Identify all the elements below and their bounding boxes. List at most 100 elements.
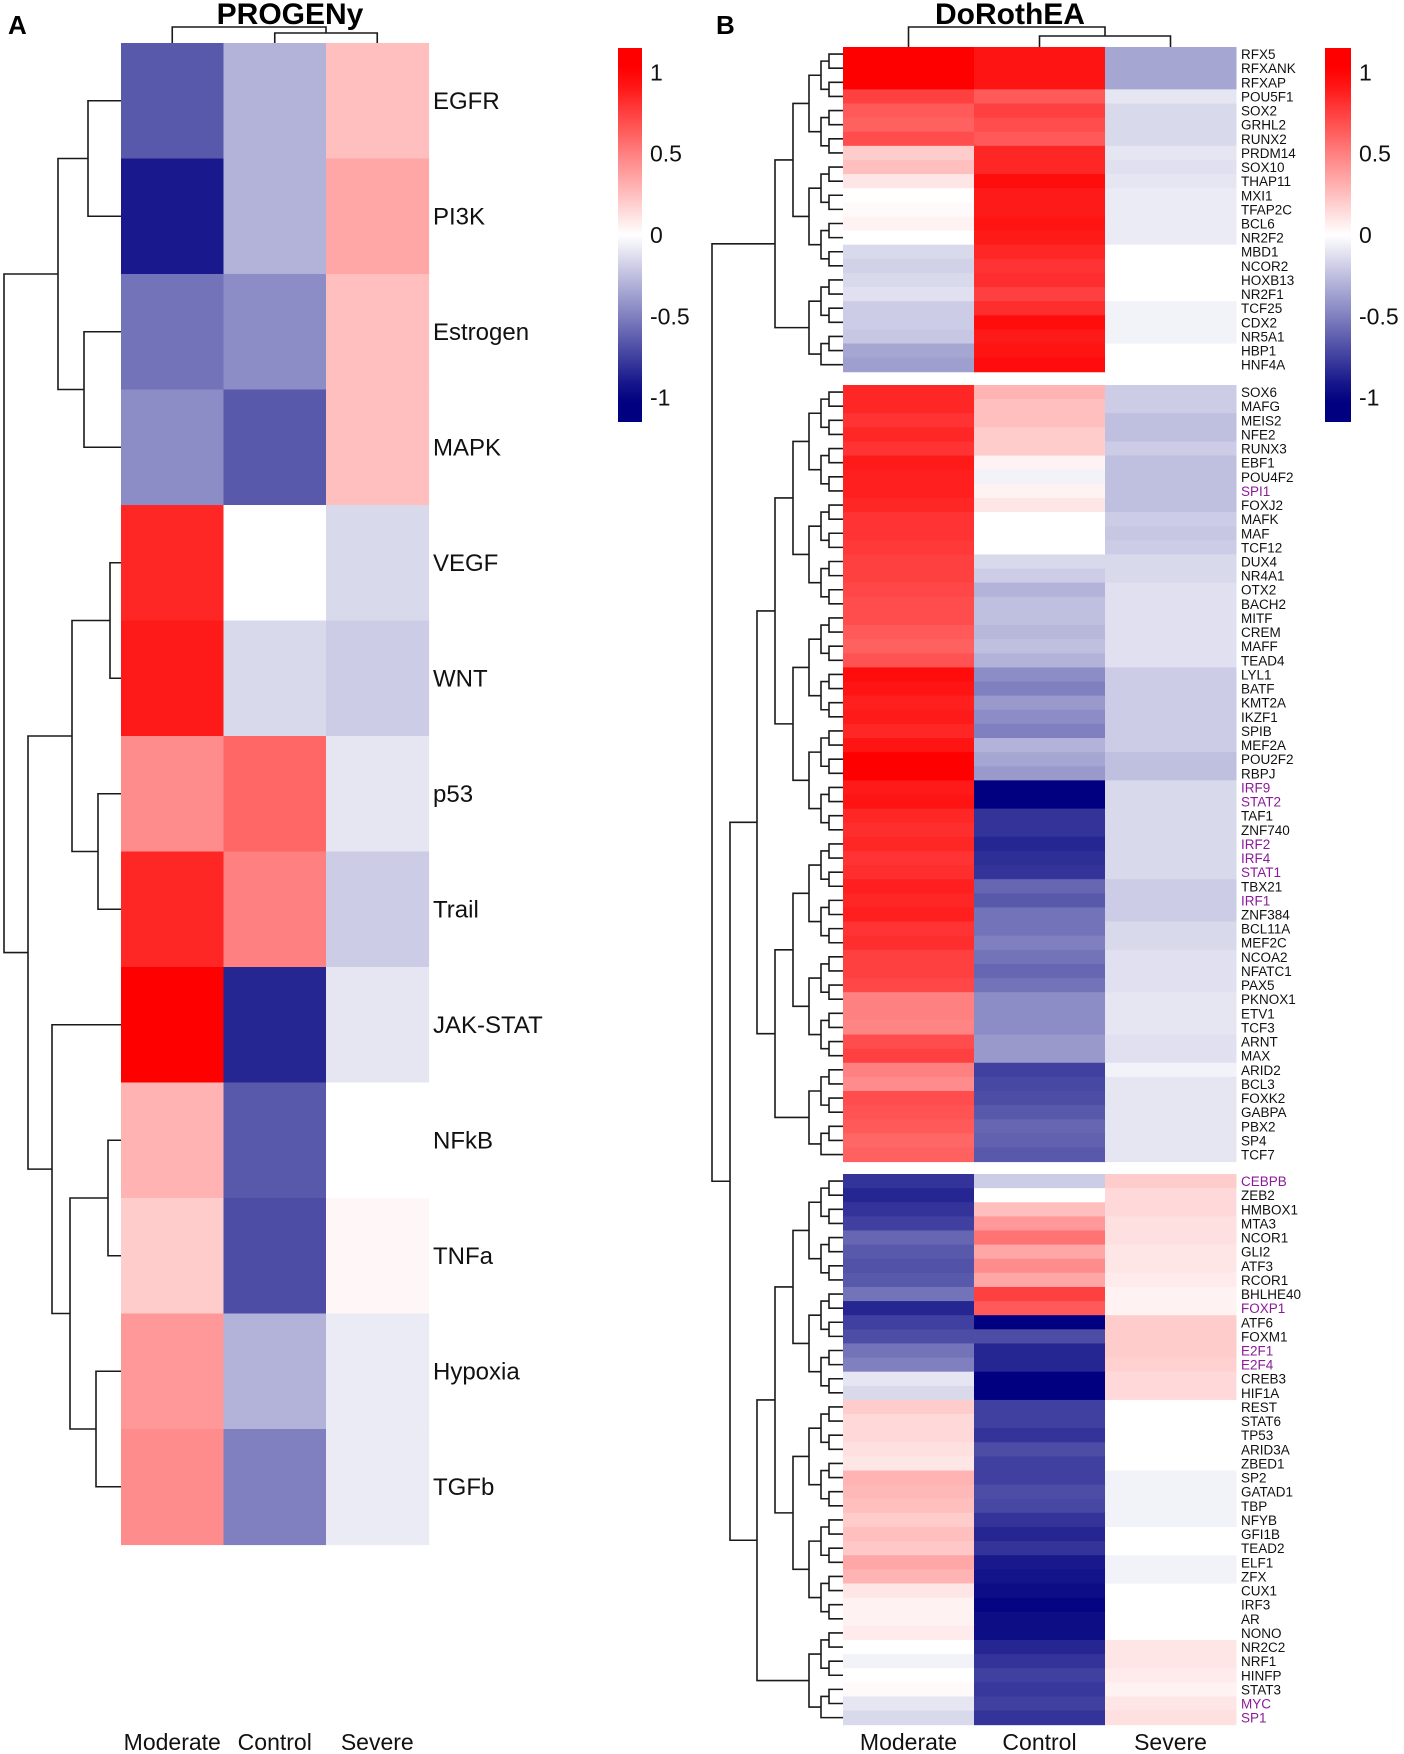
- dorothea-row-dendrogram-branch: [828, 730, 843, 746]
- dorothea-cell-lyl1-severe: [1105, 667, 1237, 683]
- dorothea-row-label: STAT6: [1241, 1414, 1281, 1429]
- dorothea-cell-taf1-severe: [1105, 808, 1237, 824]
- dorothea-row-label: ATF3: [1241, 1259, 1273, 1274]
- dorothea-row-label: IRF1: [1241, 893, 1270, 908]
- dorothea-row-label: BCL3: [1241, 1077, 1275, 1092]
- dorothea-row-dendrogram-branch: [828, 701, 843, 718]
- dorothea-colorbar: 1 0.5 0 -0.5 -1: [1325, 48, 1399, 422]
- progeny-row-dendrogram-branch: [3, 273, 58, 954]
- dorothea-cell-nr2c2-control: [974, 1639, 1106, 1655]
- dorothea-cell-spib-severe: [1105, 723, 1237, 739]
- dorothea-cell-stat3-moderate: [843, 1682, 975, 1697]
- progeny-cell-jak-stat-severe: [326, 967, 430, 1084]
- dorothea-cell-nr5a1-control: [974, 329, 1106, 345]
- dorothea-row-label: NFYB: [1241, 1513, 1277, 1528]
- dorothea-row-label: STAT1: [1241, 865, 1281, 880]
- dorothea-row-label: MBD1: [1241, 245, 1279, 260]
- dorothea-cell-thap11-control: [974, 174, 1106, 189]
- dorothea-row-dendrogram-branch: [711, 242, 775, 1183]
- dorothea-cell-tcf12-moderate: [843, 540, 975, 555]
- dorothea-cell-nr5a1-severe: [1105, 329, 1237, 345]
- dorothea-cell-stat2-severe: [1105, 794, 1237, 810]
- dorothea-cell-taf1-control: [974, 808, 1106, 824]
- progeny-row-dendrogram-branch: [109, 561, 121, 680]
- dorothea-cell-foxp1-severe: [1105, 1301, 1237, 1316]
- dorothea-cell-e2f4-control: [974, 1357, 1106, 1373]
- dorothea-cell-irf9-control: [974, 780, 1106, 795]
- dorothea-cell-tcf25-control: [974, 301, 1106, 316]
- dorothea-row-label: PKNOX1: [1241, 992, 1296, 1007]
- progeny-row-dendrogram-branch: [51, 1023, 121, 1315]
- dorothea-row-dendrogram-branch: [756, 610, 775, 1035]
- dorothea-row-label: FOXM1: [1241, 1329, 1288, 1344]
- dorothea-cell-cux1-control: [974, 1583, 1106, 1599]
- dorothea-cell-rfx5-control: [974, 47, 1106, 62]
- dorothea-row-dendrogram-branch: [820, 1582, 829, 1613]
- dorothea-cell-mef2c-moderate: [843, 935, 975, 951]
- dorothea-row-label: PAX5: [1241, 978, 1275, 993]
- dorothea-row-label: ETV1: [1241, 1006, 1275, 1021]
- dorothea-row-dendrogram-branch: [828, 560, 843, 577]
- dorothea-cell-nrf1-moderate: [843, 1654, 975, 1669]
- dorothea-cell-hinfp-severe: [1105, 1668, 1237, 1683]
- dorothea-cell-foxk2-moderate: [843, 1091, 975, 1106]
- dorothea-row-dendrogram-branch: [792, 1455, 809, 1571]
- dorothea-colorbar-tick: -0.5: [1359, 303, 1399, 329]
- dorothea-cell-grhl2-control: [974, 117, 1106, 133]
- dorothea-row-dendrogram-branch: [828, 927, 843, 944]
- dorothea-cell-prdm14-control: [974, 145, 1106, 161]
- dorothea-cell-tp53-severe: [1105, 1428, 1237, 1443]
- dorothea-cell-ar-severe: [1105, 1611, 1237, 1627]
- dorothea-row-label: POU5F1: [1241, 89, 1294, 104]
- dorothea-cell-creb3-severe: [1105, 1371, 1237, 1387]
- dorothea-row-label: AR: [1241, 1612, 1260, 1627]
- dorothea-cell-znf740-control: [974, 822, 1106, 838]
- dorothea-cell-hinfp-control: [974, 1668, 1106, 1683]
- dorothea-cell-ar-control: [974, 1611, 1106, 1627]
- dorothea-cell-sp4-control: [974, 1133, 1106, 1148]
- dorothea-row-dendrogram-branch: [828, 814, 843, 831]
- dorothea-cell-irf4-control: [974, 850, 1106, 866]
- dorothea-row-dendrogram-branch: [774, 1286, 793, 1514]
- dorothea-row-label: SP4: [1241, 1133, 1267, 1148]
- progeny-cell-hypoxia-control: [223, 1313, 327, 1430]
- dorothea-row-dendrogram-branch: [792, 666, 809, 782]
- progeny-colorbar-gradient: [618, 48, 642, 422]
- dorothea-cell-atf3-moderate: [843, 1258, 975, 1274]
- dorothea-cell-gli2-control: [974, 1244, 1106, 1260]
- dorothea-row-dendrogram-branch: [828, 81, 843, 98]
- dorothea-row-dendrogram-branch: [808, 187, 821, 246]
- dorothea-cell-zeb2-moderate: [843, 1188, 975, 1203]
- dorothea-cell-maff-moderate: [843, 639, 975, 654]
- dorothea-row-dendrogram-branch: [820, 1526, 829, 1557]
- dorothea-row-dendrogram-branch: [820, 1695, 843, 1719]
- dorothea-cell-irf1-control: [974, 893, 1106, 908]
- dorothea-row-dendrogram-branch: [828, 1208, 843, 1225]
- dorothea-row-dendrogram-branch: [820, 624, 829, 655]
- dorothea-cell-tp53-control: [974, 1428, 1106, 1443]
- progeny-cell-hypoxia-moderate: [121, 1313, 225, 1430]
- dorothea-row-dendrogram-branch: [808, 977, 821, 1036]
- dorothea-cell-znf384-control: [974, 907, 1106, 923]
- dorothea-row-label: TEAD2: [1241, 1541, 1285, 1556]
- dorothea-row-dendrogram-branch: [828, 786, 843, 803]
- dorothea-cell-cebpb-moderate: [843, 1174, 975, 1189]
- dorothea-row-dendrogram-branch: [820, 173, 829, 204]
- dorothea-row-label: TCF7: [1241, 1148, 1275, 1163]
- dorothea-cell-hinfp-moderate: [843, 1668, 975, 1683]
- dorothea-cell-tead4-moderate: [843, 653, 975, 668]
- panel-a-title: PROGENy: [217, 0, 364, 31]
- dorothea-row-label: POU2F2: [1241, 752, 1294, 767]
- dorothea-row-label: MYC: [1241, 1697, 1271, 1712]
- dorothea-cell-ncor2-moderate: [843, 258, 975, 274]
- dorothea-cell-dux4-severe: [1105, 554, 1237, 570]
- dorothea-row-dendrogram-branch: [828, 419, 843, 436]
- dorothea-cell-grhl2-severe: [1105, 117, 1237, 133]
- dorothea-cell-hmbox1-severe: [1105, 1202, 1237, 1217]
- dorothea-row-dendrogram-branch: [820, 1413, 829, 1444]
- progeny-cell-vegf-severe: [326, 505, 430, 622]
- dorothea-row-dendrogram-branch: [828, 843, 843, 859]
- progeny-row-label: Estrogen: [433, 319, 529, 346]
- dorothea-colorbar-tick: 0: [1359, 222, 1372, 248]
- dorothea-cell-ncor1-control: [974, 1230, 1106, 1246]
